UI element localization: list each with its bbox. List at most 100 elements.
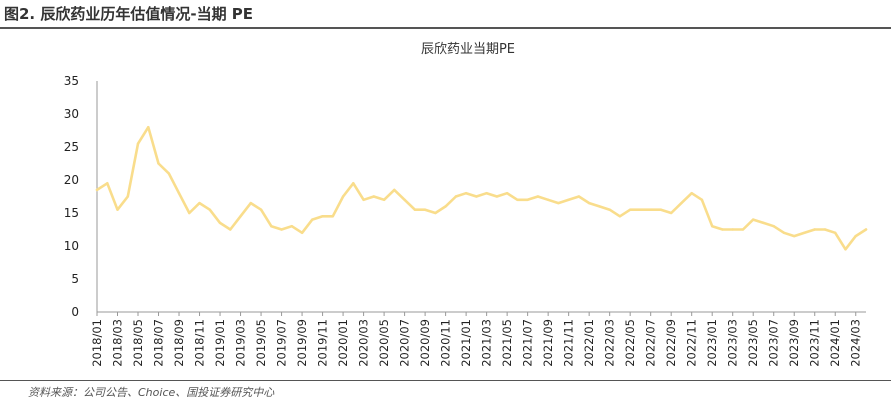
- pe-data-point: [393, 188, 396, 192]
- pe-data-point: [516, 198, 519, 201]
- pe-data-point: [218, 221, 222, 225]
- pe-data-point: [126, 195, 129, 198]
- chart-title: 辰欣药业当期PE: [421, 42, 515, 57]
- pe-data-point: [341, 195, 345, 198]
- pe-series-line: [95, 125, 868, 251]
- x-tick-label: 2022/09: [664, 319, 678, 367]
- x-axis: 2018/01 2018/03 2018/05 2018/07 2018/09 2018/…: [90, 311, 866, 367]
- x-tick-label: 2022/01: [582, 319, 596, 367]
- x-tick-label: 2019/09: [295, 319, 309, 367]
- x-tick-label: 2023/05: [746, 319, 760, 367]
- figure-title: 图2. 辰欣药业历年估值情况-当期 PE: [4, 5, 254, 23]
- x-tick-label: 2018/09: [172, 319, 186, 367]
- x-tick-label: 2020/01: [336, 319, 350, 367]
- x-tick-label: 2020/11: [439, 319, 453, 367]
- pe-data-point: [762, 221, 765, 225]
- pe-data-point: [177, 192, 181, 195]
- pe-data-point: [382, 198, 386, 201]
- y-tick-label: 35: [64, 74, 79, 88]
- x-tick-label: 2023/11: [808, 319, 822, 367]
- x-tick-label: 2021/09: [541, 319, 555, 367]
- pe-data-point: [464, 192, 468, 195]
- x-tick-label: 2018/03: [111, 319, 125, 367]
- x-tick-label: 2020/03: [357, 319, 371, 367]
- pe-data-point: [721, 228, 724, 231]
- pe-data-point: [864, 228, 868, 231]
- x-tick-label: 2018/11: [193, 319, 207, 367]
- pe-data-point: [475, 195, 478, 198]
- x-tick-label: 2019/03: [234, 319, 248, 367]
- pe-data-point: [434, 211, 437, 215]
- x-tick-label: 2021/01: [459, 319, 473, 367]
- pe-data-point: [290, 225, 294, 228]
- pe-data-point: [608, 208, 611, 211]
- x-tick-label: 2021/11: [562, 319, 576, 367]
- y-tick-label: 20: [64, 173, 79, 187]
- pe-data-point: [444, 205, 447, 208]
- pe-data-point: [413, 208, 417, 211]
- pe-data-point: [157, 162, 160, 165]
- x-tick-label: 2021/07: [521, 319, 535, 367]
- pe-data-point: [793, 234, 796, 238]
- pe-data-point: [587, 201, 591, 205]
- pe-data-point: [536, 195, 540, 198]
- pe-data-point: [495, 195, 499, 198]
- x-tick-label: 2020/07: [398, 319, 412, 367]
- pe-data-point: [270, 225, 273, 228]
- pe-data-point: [300, 231, 304, 234]
- pe-data-point: [331, 215, 335, 218]
- pe-data-point: [454, 195, 458, 198]
- source-note: 资料来源：公司公告、Choice、国投证券研究中心: [28, 386, 275, 399]
- x-tick-label: 2021/03: [480, 319, 494, 367]
- pe-data-point: [526, 198, 529, 201]
- x-tick-label: 2024/01: [828, 319, 842, 367]
- x-tick-label: 2023/03: [726, 319, 740, 367]
- pe-data-point: [239, 215, 242, 218]
- pe-data-point: [198, 201, 201, 205]
- pe-data-point: [680, 201, 683, 205]
- pe-data-point: [577, 195, 581, 198]
- x-tick-label: 2019/07: [275, 319, 289, 367]
- x-tick-label: 2023/07: [767, 319, 781, 367]
- pe-data-point: [136, 142, 140, 145]
- x-tick-label: 2018/01: [90, 319, 104, 367]
- y-tick-label: 30: [64, 107, 79, 121]
- pe-data-point: [782, 231, 786, 234]
- header-rule: [0, 27, 891, 29]
- pe-data-point: [618, 215, 622, 218]
- pe-data-point: [711, 225, 714, 228]
- pe-data-point: [505, 192, 509, 195]
- pe-data-point: [741, 228, 745, 231]
- pe-data-point: [813, 228, 816, 231]
- pe-data-point: [229, 228, 232, 231]
- figure-header: 图2. 辰欣药业历年估值情况-当期 PE: [0, 0, 891, 28]
- y-tick-label: 0: [71, 305, 79, 319]
- pe-data-point: [803, 231, 806, 234]
- pe-data-point: [352, 182, 355, 185]
- pe-data-point: [147, 126, 150, 129]
- pe-data-point: [669, 211, 673, 215]
- x-tick-label: 2018/05: [131, 319, 145, 367]
- pe-data-point: [844, 248, 847, 251]
- pe-data-point: [321, 215, 324, 218]
- pe-data-point: [649, 208, 652, 211]
- pe-data-point: [106, 182, 109, 185]
- x-tick-label: 2018/07: [152, 319, 166, 367]
- x-tick-label: 2022/11: [685, 319, 699, 367]
- pe-data-point: [700, 198, 704, 201]
- pe-data-point: [249, 201, 252, 205]
- pe-data-point: [546, 198, 550, 201]
- pe-data-point: [557, 201, 560, 205]
- pe-data-point: [362, 198, 365, 201]
- pe-data-point: [772, 225, 775, 228]
- x-tick-label: 2019/11: [316, 319, 330, 367]
- x-tick-label: 2021/05: [500, 319, 514, 367]
- pe-data-point: [259, 208, 263, 211]
- y-tick-label: 5: [71, 272, 79, 286]
- pe-data-point: [598, 205, 601, 208]
- x-tick-label: 2022/07: [644, 319, 658, 367]
- x-tick-label: 2019/05: [254, 319, 268, 367]
- pe-data-point: [95, 188, 99, 192]
- x-tick-label: 2022/05: [623, 319, 637, 367]
